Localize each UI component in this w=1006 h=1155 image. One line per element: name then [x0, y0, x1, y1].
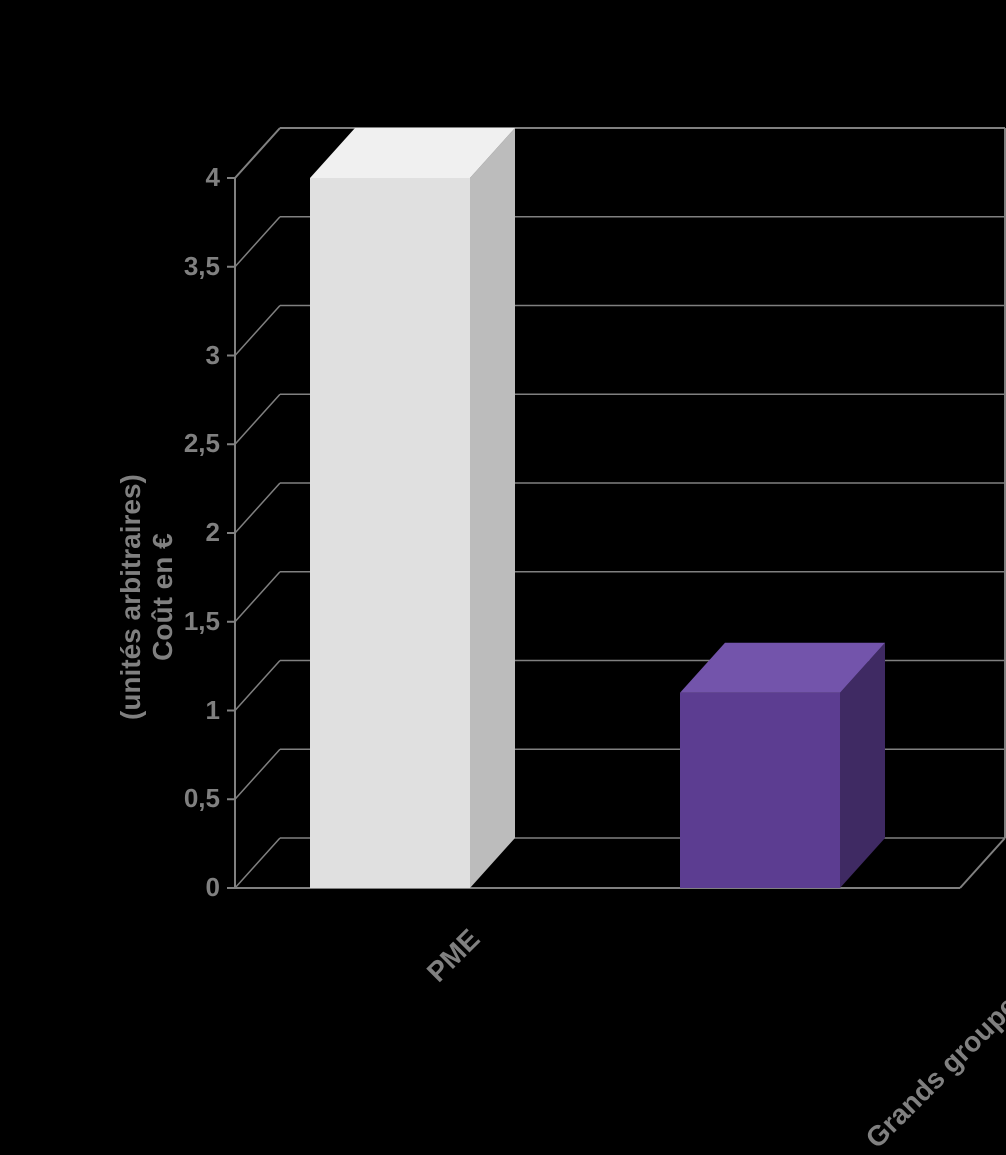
y-tick-label: 3	[160, 340, 220, 371]
y-tick-label: 3,5	[160, 251, 220, 282]
y-tick-label: 1,5	[160, 606, 220, 637]
y-tick-label: 1	[160, 695, 220, 726]
y-tick-label: 2	[160, 517, 220, 548]
y-axis-title-line2: (unités arbitraires)	[115, 474, 147, 720]
y-axis-title: (unités arbitraires) Coût en €	[115, 474, 179, 720]
y-tick-label: 0	[160, 872, 220, 903]
y-tick-label: 4	[160, 162, 220, 193]
y-axis-title-line1: Coût en €	[147, 474, 179, 720]
chart-container: (unités arbitraires) Coût en € 0 0,5 1 1,5 2…	[0, 0, 1006, 1125]
y-tick-label: 0,5	[160, 783, 220, 814]
y-tick-label: 2,5	[160, 428, 220, 459]
